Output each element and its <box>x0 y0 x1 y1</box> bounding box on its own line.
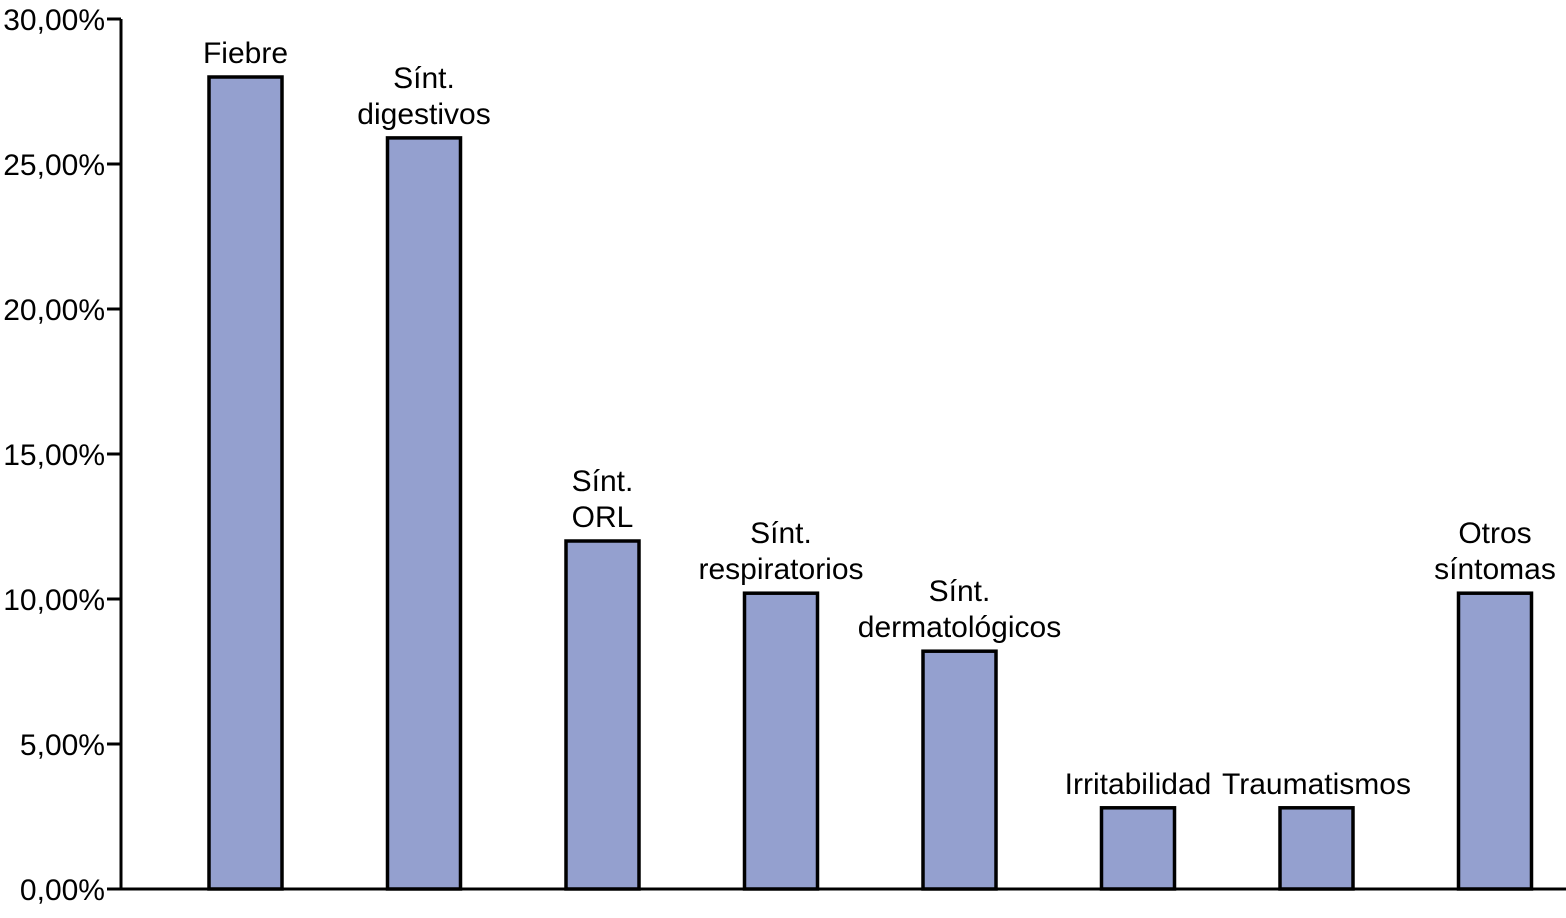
bar-category-label: Sínt. <box>929 575 991 608</box>
bar-category-label: digestivos <box>357 98 490 131</box>
bar-category-label: ORL <box>572 501 634 534</box>
bar-category-label: Sínt. <box>572 465 634 498</box>
bar-category-label: Irritabilidad <box>1065 768 1212 801</box>
y-tick-label: 20,00% <box>3 294 105 327</box>
bar <box>1456 591 1534 891</box>
bar-category-label: respiratorios <box>698 553 863 586</box>
bar-category-label: síntomas <box>1434 553 1556 586</box>
bar <box>1099 806 1177 891</box>
y-tick-label: 10,00% <box>3 584 105 617</box>
bar-category-label: Fiebre <box>203 37 288 70</box>
bar <box>742 591 820 891</box>
bar <box>921 649 998 891</box>
bar <box>207 75 284 891</box>
bars <box>207 75 1534 891</box>
y-tick-label: 25,00% <box>3 149 105 182</box>
y-tick-label: 5,00% <box>20 729 105 762</box>
bar-category-label: Sínt. <box>393 62 455 95</box>
bar-category-label: Traumatismos <box>1222 768 1411 801</box>
y-tick-label: 30,00% <box>3 4 105 37</box>
bar-category-label: dermatológicos <box>858 611 1061 644</box>
bar-category-label: Sínt. <box>750 517 812 550</box>
bar <box>1278 806 1355 891</box>
bar-category-label: Otros <box>1458 517 1531 550</box>
y-tick-label: 0,00% <box>20 874 105 907</box>
bar <box>385 136 463 891</box>
axes: 0,00% 5,00% 10,00% 15,00% 20,00% 25,00% 30,00% <box>3 4 1566 907</box>
y-tick-label: 15,00% <box>3 439 105 472</box>
bar <box>564 539 641 891</box>
